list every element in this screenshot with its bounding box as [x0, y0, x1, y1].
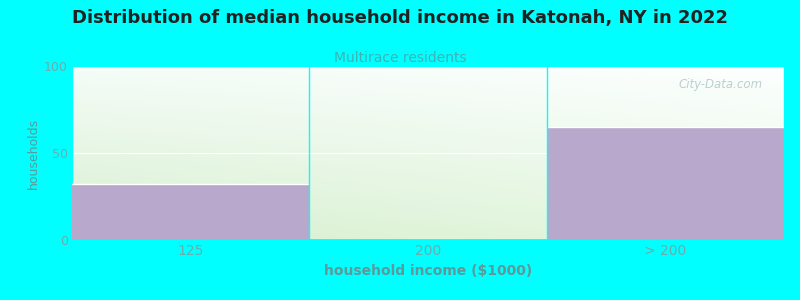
- Y-axis label: households: households: [26, 117, 40, 189]
- Bar: [72, 184, 310, 240]
- X-axis label: household income ($1000): household income ($1000): [324, 264, 532, 278]
- Text: Multirace residents: Multirace residents: [334, 51, 466, 65]
- Text: City-Data.com: City-Data.com: [678, 78, 762, 91]
- Bar: [546, 127, 784, 240]
- Text: Distribution of median household income in Katonah, NY in 2022: Distribution of median household income …: [72, 9, 728, 27]
